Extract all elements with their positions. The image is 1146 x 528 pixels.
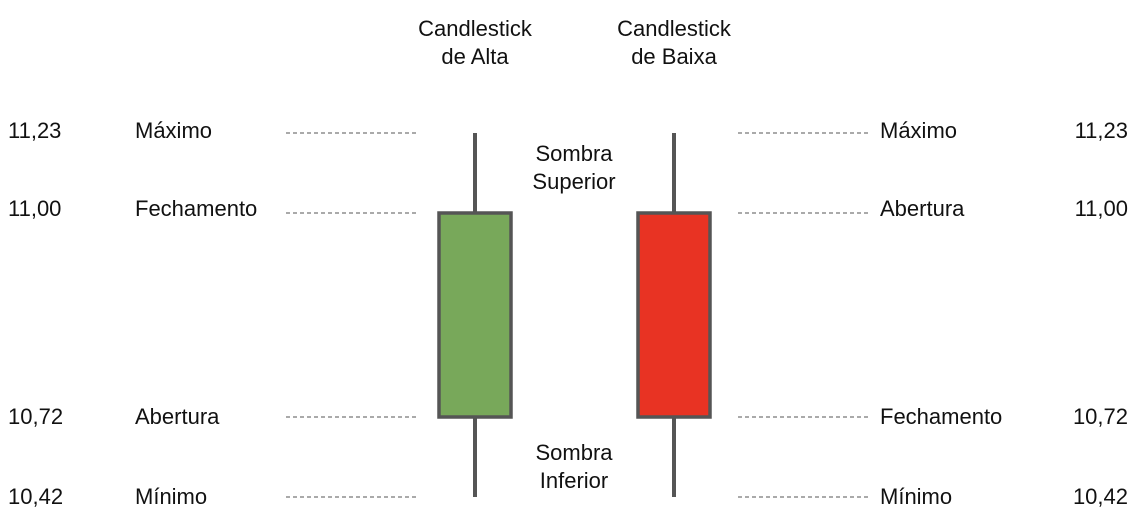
bear-body (636, 211, 712, 419)
right-value-close: 10,72 (1073, 404, 1128, 429)
right-label-high: Máximo (880, 118, 957, 143)
right-label-close: Fechamento (880, 404, 1002, 429)
left-value-open: 10,72 (8, 404, 63, 429)
bull-body (437, 211, 513, 419)
right-label-low: Mínimo (880, 484, 952, 509)
left-value-low: 10,42 (8, 484, 63, 509)
lower-shadow-label-line-2: Inferior (540, 468, 608, 493)
right-label-open: Abertura (880, 196, 965, 221)
bull-title-line-2: de Alta (441, 44, 509, 69)
left-label-close: Fechamento (135, 196, 257, 221)
upper-shadow-label-line-1: Sombra (535, 141, 613, 166)
bear-title-line-1: Candlestick (617, 16, 732, 41)
left-value-close: 11,00 (8, 196, 61, 221)
right-value-low: 10,42 (1073, 484, 1128, 509)
bear-candle (636, 133, 712, 497)
left-value-high: 11,23 (8, 118, 61, 143)
left-level-high: 11,23 Máximo (8, 118, 416, 143)
bear-title-line-2: de Baixa (631, 44, 717, 69)
right-level-low: Mínimo 10,42 (738, 484, 1128, 509)
bull-candle (437, 133, 513, 497)
lower-shadow-label-line-1: Sombra (535, 440, 613, 465)
left-label-high: Máximo (135, 118, 212, 143)
right-level-high: Máximo 11,23 (738, 118, 1128, 143)
left-level-open: 10,72 Abertura (8, 404, 416, 429)
left-level-low: 10,42 Mínimo (8, 484, 416, 509)
right-level-close: Fechamento 10,72 (738, 404, 1128, 429)
right-level-open: Abertura 11,00 (738, 196, 1128, 221)
right-value-high: 11,23 (1075, 118, 1128, 143)
upper-shadow-label-line-2: Superior (532, 169, 615, 194)
bull-title-line-1: Candlestick (418, 16, 533, 41)
left-label-open: Abertura (135, 404, 220, 429)
left-label-low: Mínimo (135, 484, 207, 509)
left-level-close: 11,00 Fechamento (8, 196, 416, 221)
right-value-open: 11,00 (1075, 196, 1128, 221)
